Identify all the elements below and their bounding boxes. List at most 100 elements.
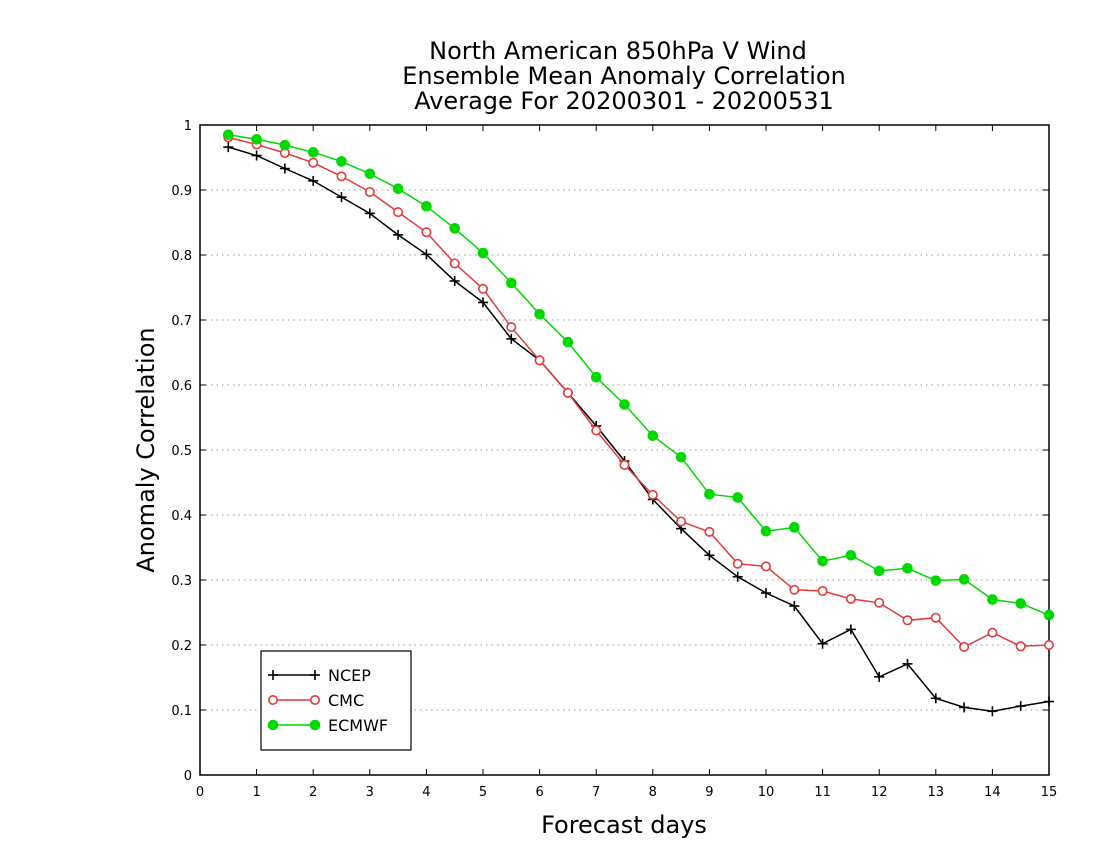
data-point-cmc bbox=[562, 387, 573, 398]
x-tick-label: 6 bbox=[535, 785, 543, 800]
legend-marker-ecmwf bbox=[309, 719, 321, 731]
data-point-cmc bbox=[732, 558, 743, 569]
data-point-ecmwf bbox=[392, 183, 404, 194]
data-point-ncep bbox=[761, 588, 771, 598]
legend-label-ncep: NCEP bbox=[328, 666, 371, 685]
y-tick-label: 0.5 bbox=[171, 444, 192, 459]
data-point-ecmwf bbox=[987, 594, 998, 605]
data-point-ncep bbox=[845, 624, 856, 635]
data-point-ecmwf bbox=[958, 574, 970, 585]
y-tick-label: 0.3 bbox=[171, 574, 192, 589]
data-point-ncep bbox=[789, 601, 800, 611]
data-point-cmc bbox=[534, 355, 545, 366]
legend-marker-cmc bbox=[309, 694, 320, 705]
legend-entry-ecmwf: ECMWF bbox=[267, 716, 388, 735]
x-tick-label: 7 bbox=[592, 785, 600, 800]
x-tick-label: 14 bbox=[984, 785, 1001, 800]
data-point-ecmwf bbox=[1043, 609, 1055, 621]
data-point-ncep bbox=[1015, 701, 1026, 712]
series-lines bbox=[223, 129, 1055, 717]
data-point-ncep bbox=[421, 249, 432, 260]
data-point-ncep bbox=[336, 192, 347, 203]
data-point-ecmwf bbox=[704, 488, 715, 500]
data-point-cmc bbox=[477, 283, 488, 294]
chart-title: North American 850hPa V Wind Ensemble Me… bbox=[402, 37, 846, 115]
data-point-ecmwf bbox=[647, 430, 659, 442]
y-tick-label: 0.7 bbox=[171, 314, 192, 329]
y-axis-label: Anomaly Correlation bbox=[132, 327, 160, 572]
legend-entry-cmc: CMC bbox=[267, 691, 364, 710]
data-point-ecmwf bbox=[534, 308, 545, 320]
data-point-ecmwf bbox=[506, 277, 517, 289]
legend-marker-ncep bbox=[310, 670, 320, 680]
series-line-ecmwf bbox=[228, 134, 1050, 616]
data-point-ecmwf bbox=[1015, 598, 1027, 609]
data-point-cmc bbox=[704, 526, 715, 537]
data-point-ecmwf bbox=[590, 371, 602, 383]
data-point-cmc bbox=[902, 615, 913, 626]
data-point-cmc bbox=[364, 186, 375, 197]
x-tick-label: 12 bbox=[871, 785, 888, 800]
data-point-ecmwf bbox=[817, 555, 828, 567]
x-axis-label: Forecast days bbox=[541, 811, 707, 839]
data-point-cmc bbox=[817, 586, 828, 597]
legend-marker-ecmwf bbox=[267, 719, 279, 731]
data-point-ncep bbox=[874, 671, 885, 682]
data-point-ncep bbox=[704, 550, 715, 561]
data-point-ncep bbox=[279, 163, 290, 174]
data-point-cmc bbox=[874, 597, 885, 608]
data-point-cmc bbox=[647, 489, 658, 500]
series-ecmwf bbox=[223, 129, 1055, 621]
data-point-ncep bbox=[817, 638, 828, 649]
data-point-cmc bbox=[591, 425, 602, 436]
data-point-ecmwf bbox=[675, 451, 687, 463]
data-point-cmc bbox=[619, 459, 630, 470]
legend-entry-ncep: NCEP bbox=[268, 666, 371, 685]
legend-marker-cmc bbox=[267, 694, 278, 705]
data-point-ncep bbox=[478, 297, 488, 308]
data-point-ncep bbox=[902, 658, 913, 669]
y-tick-label: 0.4 bbox=[171, 509, 192, 524]
x-tick-label: 15 bbox=[1041, 785, 1058, 800]
data-point-ecmwf bbox=[845, 550, 857, 561]
data-point-ncep bbox=[732, 571, 743, 582]
data-point-cmc bbox=[789, 584, 800, 595]
data-point-ecmwf bbox=[732, 492, 744, 503]
chart-title-line-1: North American 850hPa V Wind bbox=[429, 37, 807, 65]
data-point-cmc bbox=[308, 157, 319, 168]
data-point-ncep bbox=[449, 276, 460, 286]
data-point-cmc bbox=[449, 258, 460, 269]
y-tick-label: 0 bbox=[184, 769, 192, 784]
x-tick-label: 9 bbox=[705, 785, 713, 800]
data-point-ecmwf bbox=[251, 134, 262, 145]
data-point-ecmwf bbox=[223, 129, 234, 141]
y-tick-label: 0.8 bbox=[171, 249, 192, 264]
data-point-cmc bbox=[845, 593, 856, 604]
y-tick-label: 0.1 bbox=[171, 704, 192, 719]
y-tick-label: 0.2 bbox=[171, 639, 192, 654]
data-point-ecmwf bbox=[760, 525, 772, 537]
data-point-ecmwf bbox=[421, 200, 432, 212]
x-tick-label: 5 bbox=[479, 785, 487, 800]
data-point-ecmwf bbox=[364, 168, 376, 180]
y-tick-label: 0.6 bbox=[171, 379, 192, 394]
data-point-cmc bbox=[421, 227, 432, 238]
legend-marker-ncep bbox=[268, 670, 278, 680]
x-tick-label: 8 bbox=[649, 785, 657, 800]
data-point-cmc bbox=[987, 627, 998, 638]
data-point-ecmwf bbox=[477, 247, 489, 259]
chart-title-line-3: Average For 20200301 - 20200531 bbox=[414, 87, 834, 115]
legend-label-cmc: CMC bbox=[328, 691, 364, 710]
y-tick-label: 1 bbox=[184, 119, 192, 134]
data-point-cmc bbox=[959, 641, 970, 652]
x-tick-label: 13 bbox=[928, 785, 945, 800]
axis-ticks: 00.10.20.30.40.50.60.70.80.910 1 2 3 4 5 6 7 8 9 1… bbox=[171, 119, 1057, 800]
data-point-ecmwf bbox=[930, 575, 942, 586]
legend: NCEP CMC ECMWF bbox=[260, 650, 412, 751]
data-point-ecmwf bbox=[873, 565, 885, 577]
data-point-ncep bbox=[506, 333, 517, 344]
data-point-ecmwf bbox=[449, 223, 461, 234]
chart-title-line-2: Ensemble Mean Anomaly Correlation bbox=[402, 62, 846, 90]
x-tick-label: 1 bbox=[252, 785, 260, 800]
